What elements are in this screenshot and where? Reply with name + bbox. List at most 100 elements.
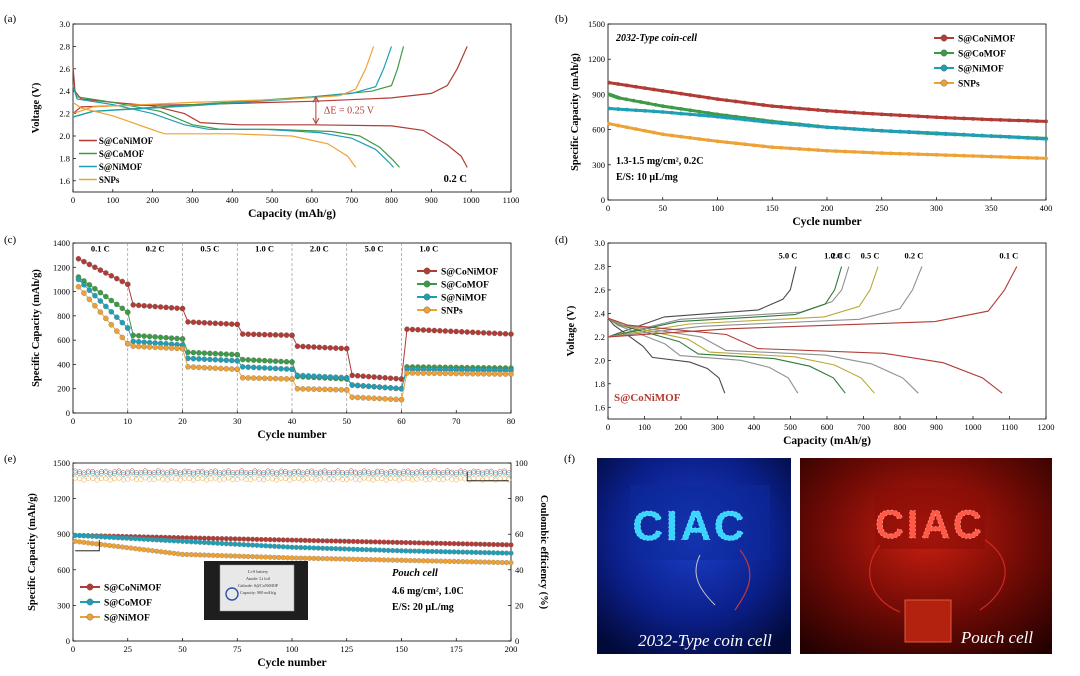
capacity-point-Ni (276, 543, 282, 550)
x-tick-label: 300 (186, 195, 199, 205)
y-tick-label: 1500 (588, 19, 605, 29)
data-point-CoNi (502, 331, 509, 337)
ce-point-SNP (431, 475, 437, 481)
data-point-Ni (333, 374, 339, 380)
ce-point-CoNi (445, 468, 450, 474)
data-point-Ni (961, 132, 966, 137)
data-point-SNP (157, 344, 164, 351)
data-point-Ni (108, 309, 115, 315)
capacity-point-Ni (72, 532, 78, 538)
legend-label-Ni: S@NiMOF (441, 294, 487, 304)
legend-label-CoNi: S@CoNiMOF (104, 584, 162, 594)
capacity-point-Ni (197, 539, 203, 545)
capacity-point-SNP (154, 548, 160, 554)
capacity-point-Ni (385, 547, 391, 553)
inset-text: Li-S battery (248, 569, 269, 574)
data-point-Ni (916, 130, 921, 135)
data-point-Ni (806, 123, 811, 128)
ce-point-SNP (497, 476, 503, 482)
data-point-SNP (1016, 155, 1021, 160)
data-point-CoNi (491, 330, 498, 337)
capacity-point-CoNi (490, 541, 497, 548)
data-point-CoNi (925, 114, 930, 119)
data-point-CoNi (196, 319, 202, 326)
discharge-curve-5 (607, 317, 1003, 394)
capacity-point-Ni (219, 540, 225, 547)
ce-point-Ni (488, 470, 494, 476)
capacity-point-Ni (98, 534, 104, 540)
capacity-point-SNP (232, 553, 238, 559)
capacity-point-SNP (381, 557, 387, 563)
data-point-CoNi (81, 258, 87, 265)
data-point-Ni (190, 355, 197, 362)
data-point-Ni (196, 356, 202, 362)
data-point-CoNi (207, 320, 213, 326)
capacity-point-SNP (420, 558, 426, 564)
data-point-CoNi (852, 110, 857, 115)
data-point-Ni (706, 114, 711, 118)
legend-marker (940, 64, 948, 72)
y-tick-label: 1000 (53, 287, 70, 297)
capacity-point-SNP (162, 549, 168, 555)
legend-label-CoNi: S@CoNiMOF (441, 268, 499, 278)
capacity-point-Ni (499, 550, 505, 556)
data-point-Ni (788, 122, 793, 127)
data-point-Ni (861, 127, 866, 132)
data-point-Ni (742, 117, 747, 122)
capacity-point-Ni (508, 550, 514, 556)
data-point-Co (152, 334, 158, 340)
data-point-Ni (283, 366, 290, 372)
data-point-SNP (272, 375, 279, 382)
panel-tag-b: (b) (555, 13, 568, 25)
data-point-SNP (797, 147, 802, 151)
data-point-Co (92, 285, 98, 292)
data-point-CoNi (168, 305, 175, 311)
capacity-point-Ni (451, 549, 457, 555)
capacity-point-Ni (167, 538, 173, 544)
capacity-point-CoNi (346, 538, 352, 544)
data-point-CoNi (163, 304, 169, 311)
data-point-Co (272, 358, 279, 364)
capacity-point-Ni (442, 549, 448, 555)
ce-point-SNP (208, 476, 214, 482)
data-point-SNP (660, 132, 665, 137)
data-point-Ni (261, 365, 268, 371)
capacity-point-SNP (197, 552, 203, 558)
rate-label: 5.0 C (365, 243, 384, 253)
ce-point-Ni (431, 470, 437, 476)
capacity-point-Ni (223, 541, 229, 547)
x-tick-label: 100 (711, 203, 724, 213)
data-point-CoNi (907, 113, 912, 118)
x-tick-label: 900 (425, 195, 438, 205)
data-point-Ni (376, 384, 383, 390)
data-point-CoNi (1034, 119, 1039, 123)
y-tick-label: 1500 (53, 458, 70, 468)
y-tick-label: 900 (57, 529, 70, 539)
y-tick-label: 2.0 (59, 131, 70, 141)
legend-marker (940, 79, 948, 87)
data-point-CoNi (453, 328, 459, 335)
ce-point-Ni (94, 472, 100, 478)
panel-tag-c: (c) (4, 234, 17, 246)
ce-point-SNP (107, 477, 113, 483)
capacity-point-CoNi (359, 539, 365, 545)
ce-point-SNP (129, 475, 135, 481)
capacity-point-Ni (193, 539, 199, 545)
x-tick-label: 50 (343, 416, 352, 426)
x-tick-label: 0 (606, 203, 610, 213)
capacity-point-SNP (72, 538, 78, 544)
y-tick-label: 600 (57, 565, 70, 575)
ce-point-SNP (348, 475, 354, 481)
data-point-CoNi (190, 319, 197, 325)
capacity-point-Ni (201, 539, 207, 546)
capacity-point-SNP (337, 556, 343, 562)
capacity-point-Ni (486, 550, 492, 556)
data-point-Ni (1016, 135, 1021, 140)
capacity-point-SNP (302, 555, 308, 561)
data-point-Ni (223, 357, 230, 363)
ce-point-SNP (383, 477, 389, 483)
data-point-CoNi (475, 329, 481, 336)
rate-line-SNP (401, 372, 511, 400)
capacity-point-CoNi (320, 538, 326, 544)
capacity-point-SNP (241, 553, 247, 559)
